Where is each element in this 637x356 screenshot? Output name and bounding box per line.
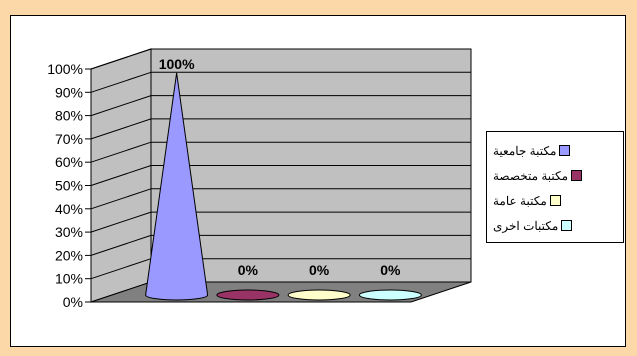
- legend-swatch: [561, 220, 573, 231]
- cone: [145, 72, 209, 301]
- legend-item: مكتبة عامة: [493, 188, 617, 213]
- y-tick-label: 0%: [63, 294, 83, 310]
- legend: مكتبة جامعية مكتبة متخصصة مكتبة عامة مكت…: [486, 131, 624, 243]
- chart-area: 0% 10% 20% 30% 40% 50% 60% 70% 80% 90% 100% 100% 0%…: [10, 15, 626, 347]
- gridline-side: [90, 95, 152, 117]
- y-tick-label: 70%: [55, 131, 83, 147]
- legend-item: مكتبة متخصصة: [493, 163, 617, 188]
- y-tick-label: 80%: [55, 108, 83, 124]
- y-tick-label: 10%: [55, 271, 83, 287]
- cone-chart: 0%10%20%30%40%50%60%70%80%90%100% 100%0%…: [47, 48, 472, 310]
- legend-label: مكتبة جامعية: [493, 143, 557, 158]
- y-axis-ticks: 0% 10% 20% 30% 40% 50% 60% 70% 80% 90% 100%: [47, 61, 92, 310]
- data-label: 0%: [309, 262, 330, 278]
- y-tick-label: 50%: [55, 178, 83, 194]
- gridline-side: [90, 234, 152, 256]
- legend-item: مكتبة جامعية: [493, 138, 617, 163]
- gridline-side: [90, 48, 152, 70]
- y-tick-label: 100%: [47, 61, 83, 77]
- gridlines: [90, 48, 471, 280]
- gridline-side: [90, 258, 152, 280]
- y-tick-label: 60%: [55, 154, 83, 170]
- legend-swatch: [559, 145, 571, 156]
- y-tick-label: 40%: [55, 201, 83, 217]
- y-tick-label: 30%: [55, 224, 83, 240]
- legend-label: مكتبات اخرى: [493, 218, 559, 233]
- legend-item: مكتبات اخرى: [493, 213, 617, 238]
- legend-label: مكتبة عامة: [493, 193, 547, 208]
- gridline-side: [90, 118, 152, 140]
- data-labels: 100% 0% 0% 0%: [159, 56, 401, 278]
- gridline-side: [90, 211, 152, 233]
- legend-swatch: [571, 170, 583, 181]
- gridline-side: [90, 188, 152, 210]
- cone: [358, 289, 422, 301]
- data-label: 100%: [159, 56, 195, 72]
- gridline-side: [90, 165, 152, 186]
- y-tick-label: 20%: [55, 247, 83, 263]
- data-label: 0%: [380, 262, 401, 278]
- cones: [145, 72, 422, 301]
- gridline-side: [90, 141, 152, 163]
- legend-swatch: [549, 195, 561, 206]
- cone: [216, 289, 280, 301]
- legend-label: مكتبة متخصصة: [493, 168, 569, 183]
- y-tick-label: 90%: [55, 84, 83, 100]
- gridline-side: [90, 71, 152, 93]
- cone: [287, 289, 351, 301]
- data-label: 0%: [238, 262, 259, 278]
